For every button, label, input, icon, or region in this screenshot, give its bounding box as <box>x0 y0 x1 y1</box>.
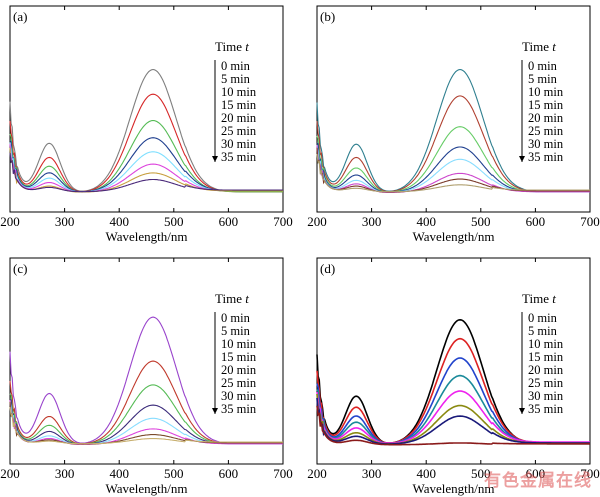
legend-entry: 0 min <box>221 311 251 325</box>
legend-entry: 25 min <box>221 376 257 390</box>
legend-entry: 0 min <box>528 59 558 73</box>
legend-arrow-head <box>519 408 525 414</box>
x-tick-label: 200 <box>0 466 20 481</box>
legend-entry: 20 min <box>221 363 257 377</box>
x-tick-label: 600 <box>526 214 546 229</box>
series-line <box>9 152 283 193</box>
legend-entry: 15 min <box>221 98 257 112</box>
series-line <box>316 153 590 193</box>
x-tick-label: 700 <box>273 214 293 229</box>
legend-arrow-head <box>212 408 218 414</box>
series-line <box>316 397 590 445</box>
legend-entry: 20 min <box>528 363 564 377</box>
legend-entry: 10 min <box>221 85 257 99</box>
legend-entry: 20 min <box>528 111 564 125</box>
x-tick-label: 500 <box>164 466 184 481</box>
x-tick-label: 600 <box>526 466 546 481</box>
x-tick-label: 200 <box>0 214 20 229</box>
x-tick-label: 300 <box>55 214 75 229</box>
series-line <box>316 147 590 193</box>
x-tick-label: 500 <box>471 214 491 229</box>
chart-panel: 200 300 400 500 600 700 Wavelength/nm (b) Time t… <box>307 5 600 244</box>
x-tick-label: 600 <box>219 466 239 481</box>
x-tick-label: 400 <box>109 214 129 229</box>
x-tick-label: 700 <box>580 214 600 229</box>
x-tick-label: 400 <box>109 466 129 481</box>
legend-title: Time t <box>215 291 249 306</box>
x-tick-label: 300 <box>55 466 75 481</box>
series-line <box>9 400 283 446</box>
legend-entry: 15 min <box>528 98 564 112</box>
legend-entry: 20 min <box>221 111 257 125</box>
series-line <box>9 406 283 445</box>
legend-entry: 25 min <box>528 124 564 138</box>
legend-entry: 0 min <box>528 311 558 325</box>
series-line <box>9 120 283 193</box>
legend-entry: 30 min <box>528 389 564 403</box>
x-tick-label: 700 <box>580 466 600 481</box>
legend-entry: 15 min <box>528 350 564 364</box>
legend-entry: 25 min <box>221 124 257 138</box>
legend-var: t <box>552 291 556 306</box>
x-tick-label: 500 <box>164 214 184 229</box>
panel-label: (b) <box>320 9 335 24</box>
legend-entry: 35 min <box>221 402 257 416</box>
x-tick-label: 200 <box>307 466 327 481</box>
legend-arrow-head <box>519 156 525 162</box>
x-tick-label: 500 <box>471 466 491 481</box>
legend-entry: 0 min <box>221 59 251 73</box>
legend-entry: 30 min <box>528 137 564 151</box>
panel-label: (c) <box>13 261 27 276</box>
legend-entry: 25 min <box>528 376 564 390</box>
legend-entry: 30 min <box>221 389 257 403</box>
series-line <box>9 147 283 193</box>
x-tick-label: 400 <box>416 214 436 229</box>
series-line <box>316 405 590 446</box>
legend-entry: 5 min <box>528 72 558 86</box>
series-line <box>9 401 283 445</box>
legend-title: Time t <box>215 39 249 54</box>
chart-panel: 200 300 400 500 600 700 Wavelength/nm (a) Time t… <box>0 5 293 244</box>
x-tick-label: 300 <box>362 214 382 229</box>
watermark: 有色金属在线 <box>484 471 592 491</box>
legend-entry: 35 min <box>221 150 257 164</box>
series-line <box>316 390 590 444</box>
legend-entry: 10 min <box>528 85 564 99</box>
panel-label: (d) <box>320 261 335 276</box>
legend-arrow-head <box>212 156 218 162</box>
chart-panel: 200 300 400 500 600 700 Wavelength/nm (d) Time t… <box>307 257 600 496</box>
legend-entry: 30 min <box>221 137 257 151</box>
legend-title: Time t <box>522 291 556 306</box>
legend-entry: 5 min <box>221 324 251 338</box>
legend-entry: 35 min <box>528 150 564 164</box>
series-line <box>316 145 590 194</box>
x-tick-label: 700 <box>273 466 293 481</box>
legend-title: Time t <box>522 39 556 54</box>
legend-entry: 5 min <box>528 324 558 338</box>
legend-entry: 35 min <box>528 402 564 416</box>
x-tick-label: 200 <box>307 214 327 229</box>
legend-var: t <box>245 291 249 306</box>
legend-var: t <box>552 39 556 54</box>
legend-entry: 10 min <box>221 337 257 351</box>
x-axis-label: Wavelength/nm <box>106 481 188 496</box>
legend-var: t <box>245 39 249 54</box>
legend-entry: 15 min <box>221 350 257 364</box>
x-axis-label: Wavelength/nm <box>413 229 495 244</box>
legend-entry: 5 min <box>221 72 251 86</box>
chart-panel: 200 300 400 500 600 700 Wavelength/nm (c) Time t… <box>0 257 293 496</box>
x-axis-label: Wavelength/nm <box>106 229 188 244</box>
panel-label: (a) <box>13 9 27 24</box>
x-tick-label: 400 <box>416 466 436 481</box>
x-tick-label: 300 <box>362 466 382 481</box>
x-axis-label: Wavelength/nm <box>413 481 495 496</box>
x-tick-label: 600 <box>219 214 239 229</box>
legend-entry: 10 min <box>528 337 564 351</box>
